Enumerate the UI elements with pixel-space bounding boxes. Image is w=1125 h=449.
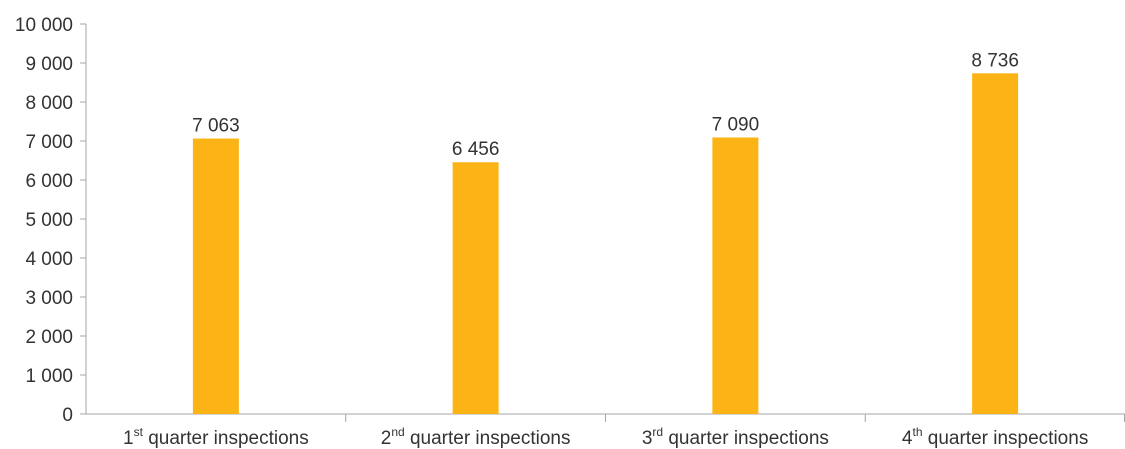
y-tick-label: 7 000 <box>25 132 73 153</box>
bar <box>452 162 499 414</box>
y-tick-label: 9 000 <box>25 54 73 75</box>
x-axis <box>86 413 1125 422</box>
bar <box>192 138 239 414</box>
bar <box>712 137 759 415</box>
category-ordinal-suffix: nd <box>391 425 404 439</box>
category-label: 3rd quarter inspections <box>642 425 829 449</box>
category-ordinal-suffix: th <box>912 425 922 439</box>
y-tick-label: 5 000 <box>25 210 73 231</box>
category-number: 3 <box>642 428 653 449</box>
category-ordinal-suffix: rd <box>652 425 663 439</box>
bar <box>972 73 1019 415</box>
category-text: quarter inspections <box>405 428 571 449</box>
category-label: 2nd quarter inspections <box>381 425 571 449</box>
y-tick-label: 1 000 <box>25 366 73 387</box>
y-tick-label: 3 000 <box>25 288 73 309</box>
data-label: 7 063 <box>192 116 240 137</box>
y-axis: 0 1 000 2 000 3 000 4 000 5 000 6 000 7 000 8 00… <box>15 15 87 426</box>
y-tick-label: 6 000 <box>25 171 73 192</box>
category-labels: 1st quarter inspections 2nd quarter inspe… <box>123 425 1088 449</box>
category-number: 1 <box>123 428 134 449</box>
y-tick-label: 10 000 <box>15 15 73 36</box>
category-text: quarter inspections <box>923 428 1089 449</box>
category-number: 2 <box>381 428 392 449</box>
y-tick-label: 0 <box>62 405 73 426</box>
category-text: quarter inspections <box>143 428 309 449</box>
category-number: 4 <box>902 428 913 449</box>
data-labels: 7 063 6 456 7 090 8 736 <box>192 50 1019 160</box>
bars <box>192 73 1019 415</box>
data-label: 8 736 <box>971 50 1019 71</box>
data-label: 6 456 <box>452 139 500 160</box>
category-label: 1st quarter inspections <box>123 425 309 449</box>
category-label: 4th quarter inspections <box>902 425 1088 449</box>
y-tick-label: 2 000 <box>25 327 73 348</box>
category-ordinal-suffix: st <box>134 425 144 439</box>
data-label: 7 090 <box>712 114 760 135</box>
y-tick-label: 4 000 <box>25 249 73 270</box>
y-tick-label: 8 000 <box>25 93 73 114</box>
category-text: quarter inspections <box>663 428 829 449</box>
